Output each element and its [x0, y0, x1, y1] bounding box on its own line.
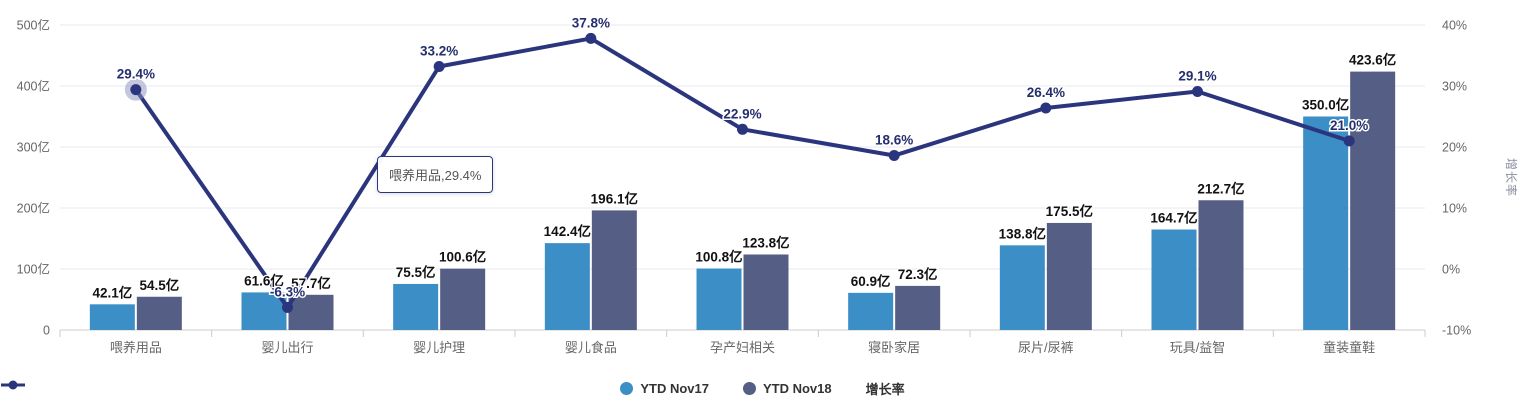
bar-ytd-nov18-5[interactable]: [895, 285, 941, 330]
bar-ytd-nov17-5[interactable]: [848, 292, 894, 330]
bar-value-label: 164.7亿: [1150, 210, 1197, 226]
category-label: 孕产妇相关: [710, 340, 775, 355]
line-value-label: 29.4%: [117, 67, 155, 82]
legend-item-ytd-nov17[interactable]: YTD Nov17: [620, 381, 709, 396]
legend-item-ytd-nov18[interactable]: YTD Nov18: [742, 381, 832, 396]
left-axis-tick-label: 300亿: [17, 140, 50, 155]
tooltip: 喂养用品,29.4%: [377, 156, 494, 193]
bar-ytd-nov18-2[interactable]: [440, 268, 486, 330]
legend-line-marker: [1, 380, 25, 390]
right-axis-tick-label: 0%: [1442, 263, 1460, 277]
bar-value-label: 196.1亿: [591, 190, 638, 206]
legend: YTD Nov17 YTD Nov18 增长率: [0, 379, 1525, 398]
line-value-label: 21.0%: [1330, 118, 1368, 133]
bar-ytd-nov17-0[interactable]: [89, 304, 135, 330]
bar-ytd-nov17-2[interactable]: [393, 283, 439, 330]
left-axis-tick-label: 400亿: [17, 79, 50, 94]
right-axis-tick-label: 40%: [1442, 19, 1467, 33]
bar-value-label: 100.6亿: [439, 249, 486, 265]
legend-item-增长率[interactable]: 增长率: [1, 379, 905, 398]
bar-ytd-nov18-1[interactable]: [288, 294, 334, 330]
bar-value-label: 42.1亿: [92, 284, 132, 300]
legend-label: YTD Nov18: [762, 381, 832, 396]
line-point-2[interactable]: [433, 60, 445, 72]
line-value-label: 26.4%: [1027, 85, 1065, 100]
bar-ytd-nov18-8[interactable]: [1350, 71, 1396, 330]
legend-label: 增长率: [865, 382, 905, 397]
bar-value-label: 57.7亿: [291, 275, 331, 291]
bar-ytd-nov17-3[interactable]: [544, 243, 590, 330]
right-axis-tick-label: 20%: [1442, 141, 1467, 155]
left-axis-tick-label: 100亿: [17, 262, 50, 277]
bar-value-label: 54.5亿: [139, 277, 179, 293]
bar-ytd-nov18-7[interactable]: [1198, 200, 1244, 330]
left-axis-tick-label: 500亿: [17, 18, 50, 33]
line-point-6[interactable]: [1040, 102, 1052, 114]
legend-circle-marker: [620, 382, 634, 395]
line-value-label: 33.2%: [420, 43, 458, 58]
right-axis-tick-label: -10%: [1442, 324, 1471, 338]
line-point-8[interactable]: [1343, 135, 1355, 147]
bar-ytd-nov17-7[interactable]: [1151, 229, 1197, 330]
line-value-label: -6.3%: [270, 284, 305, 299]
category-label: 寝卧家居: [868, 340, 920, 355]
bar-value-label: 61.6亿: [244, 272, 284, 288]
tooltip-text: 喂养用品,29.4%: [389, 168, 482, 183]
line-value-label: 29.1%: [1178, 68, 1216, 83]
line-point-4[interactable]: [737, 123, 748, 135]
line-value-label: 18.6%: [875, 133, 913, 148]
legend-circle-marker: [742, 382, 756, 395]
bar-ytd-nov18-4[interactable]: [743, 254, 789, 330]
right-axis-title: 增长率: [1504, 158, 1518, 198]
bar-ytd-nov17-4[interactable]: [696, 268, 742, 330]
bar-value-label: 138.8亿: [999, 225, 1046, 241]
bars-layer: [89, 71, 1396, 331]
category-label: 婴儿食品: [565, 340, 617, 355]
category-label: 婴儿护理: [413, 340, 465, 355]
bar-ytd-nov17-6[interactable]: [999, 245, 1045, 330]
bar-ytd-nov18-0[interactable]: [136, 296, 182, 330]
labels-layer: 42.1亿 61.6亿 75.5亿 142.4亿 100.8亿 60.9亿 138.8亿 16…: [91, 14, 1397, 302]
bar-value-label: 175.5亿: [1046, 203, 1093, 219]
category-label: 婴儿出行: [261, 340, 313, 355]
line-layer: [124, 32, 1355, 313]
bar-value-label: 212.7亿: [1197, 180, 1244, 196]
category-label: 童装童鞋: [1323, 340, 1375, 355]
category-label: 玩具/益智: [1170, 340, 1226, 355]
category-label: 喂养用品: [110, 340, 162, 355]
category-label: 尿片/尿裤: [1018, 340, 1074, 355]
bar-value-label: 350.0亿: [1302, 97, 1349, 113]
bar-value-label: 75.5亿: [396, 264, 436, 280]
line-point-1[interactable]: [282, 301, 293, 313]
line-value-label: 22.9%: [723, 106, 761, 121]
bar-ytd-nov18-6[interactable]: [1046, 222, 1092, 330]
bar-value-label: 423.6亿: [1349, 52, 1396, 68]
line-value-label: 37.8%: [572, 15, 610, 30]
bar-value-label: 100.8亿: [695, 249, 742, 265]
line-point-0[interactable]: [130, 84, 142, 96]
bar-ytd-nov17-8[interactable]: [1303, 116, 1349, 331]
right-axis-tick-label: 10%: [1442, 202, 1467, 216]
right-axis-tick-label: 30%: [1442, 80, 1467, 94]
legend-label: YTD Nov17: [640, 381, 709, 396]
left-axis-tick-label: 200亿: [17, 201, 50, 216]
bar-value-label: 123.8亿: [742, 234, 789, 250]
grid-layer: 0 -10% 100亿 0% 200亿 10% 300亿 20% 400亿 30% 500亿 40% 喂…: [17, 18, 1472, 356]
left-axis-tick-label: 0: [43, 324, 50, 338]
bar-value-label: 60.9亿: [851, 273, 891, 289]
bar-value-label: 142.4亿: [544, 223, 591, 239]
line-point-3[interactable]: [585, 32, 597, 44]
bar-value-label: 72.3亿: [898, 266, 938, 282]
line-point-7[interactable]: [1192, 85, 1203, 97]
line-point-5[interactable]: [888, 150, 900, 162]
bar-ytd-nov18-3[interactable]: [591, 210, 637, 330]
